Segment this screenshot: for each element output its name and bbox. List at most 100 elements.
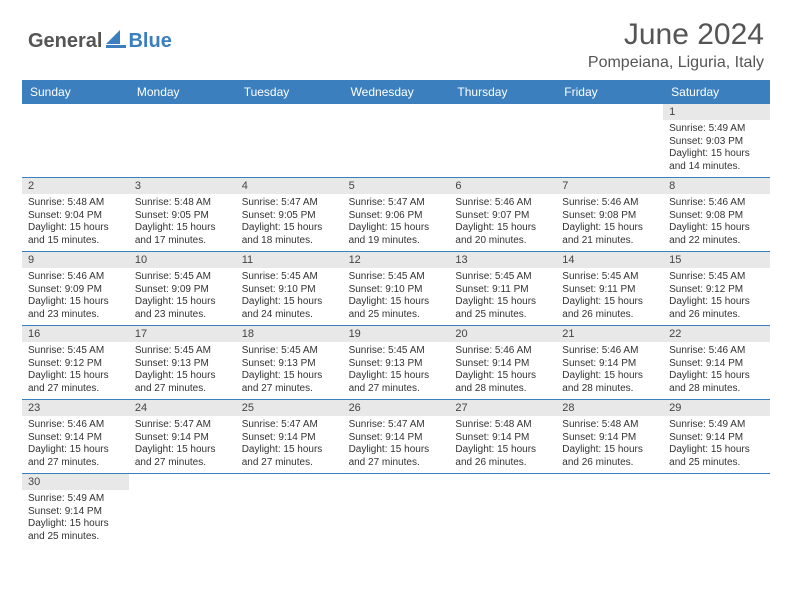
weekday-header-row: SundayMondayTuesdayWednesdayThursdayFrid… — [22, 80, 770, 104]
month-title: June 2024 — [588, 18, 764, 52]
sunrise-line: Sunrise: 5:46 AM — [455, 345, 550, 358]
day-cell: 16Sunrise: 5:45 AMSunset: 9:12 PMDayligh… — [22, 326, 129, 399]
daylight-line-2: and 14 minutes. — [669, 161, 764, 174]
daylight-line-2: and 17 minutes. — [135, 235, 230, 248]
day-cell: 10Sunrise: 5:45 AMSunset: 9:09 PMDayligh… — [129, 252, 236, 325]
daylight-line-2: and 23 minutes. — [135, 309, 230, 322]
daylight-line-1: Daylight: 15 hours — [562, 444, 657, 457]
weekday-header: Tuesday — [236, 80, 343, 104]
week-row: 1Sunrise: 5:49 AMSunset: 9:03 PMDaylight… — [22, 104, 770, 178]
sunset-line: Sunset: 9:07 PM — [455, 210, 550, 223]
brand-part1: General — [28, 30, 102, 53]
sunset-line: Sunset: 9:14 PM — [28, 506, 123, 519]
daylight-line-2: and 25 minutes. — [669, 457, 764, 470]
day-details: Sunrise: 5:47 AMSunset: 9:06 PMDaylight:… — [343, 194, 450, 251]
sunset-line: Sunset: 9:13 PM — [349, 358, 444, 371]
daylight-line-2: and 28 minutes. — [669, 383, 764, 396]
sunset-line: Sunset: 9:08 PM — [562, 210, 657, 223]
daylight-line-1: Daylight: 15 hours — [242, 370, 337, 383]
brand-logo: General Blue — [28, 30, 172, 53]
brand-sail-icon — [106, 30, 126, 53]
day-number: 13 — [449, 252, 556, 268]
sunrise-line: Sunrise: 5:45 AM — [135, 345, 230, 358]
day-number: 14 — [556, 252, 663, 268]
sunset-line: Sunset: 9:14 PM — [669, 358, 764, 371]
sunset-line: Sunset: 9:10 PM — [349, 284, 444, 297]
day-cell: 12 Sunrise: 5:45 AMSunset: 9:10 PMDayligh… — [343, 252, 450, 325]
week-row: 30Sunrise: 5:49 AMSunset: 9:14 PMDayligh… — [22, 474, 770, 547]
day-details: Sunrise: 5:46 AMSunset: 9:08 PMDaylight:… — [556, 194, 663, 251]
header: General Blue June 2024 Pompeiana, Liguri… — [0, 0, 792, 80]
day-cell: 9Sunrise: 5:46 AMSunset: 9:09 PMDaylight… — [22, 252, 129, 325]
day-cell: 8Sunrise: 5:46 AMSunset: 9:08 PMDaylight… — [663, 178, 770, 251]
sunset-line: Sunset: 9:14 PM — [349, 432, 444, 445]
day-details: Sunrise: 5:46 AMSunset: 9:14 PMDaylight:… — [663, 342, 770, 399]
daylight-line-1: Daylight: 15 hours — [562, 296, 657, 309]
daylight-line-1: Daylight: 15 hours — [349, 296, 444, 309]
weekday-header: Friday — [556, 80, 663, 104]
daylight-line-2: and 27 minutes. — [349, 383, 444, 396]
day-cell: 29Sunrise: 5:49 AMSunset: 9:14 PMDayligh… — [663, 400, 770, 473]
day-number: 5 — [343, 178, 450, 194]
sunrise-line: Sunrise: 5:49 AM — [28, 493, 123, 506]
daylight-line-2: and 27 minutes. — [349, 457, 444, 470]
weekday-header: Sunday — [22, 80, 129, 104]
sunset-line: Sunset: 9:14 PM — [135, 432, 230, 445]
daylight-line-1: Daylight: 15 hours — [669, 148, 764, 161]
sunset-line: Sunset: 9:14 PM — [455, 358, 550, 371]
day-number: 1 — [663, 104, 770, 120]
day-number: 12 — [343, 252, 450, 268]
day-cell: 13Sunrise: 5:45 AMSunset: 9:11 PMDayligh… — [449, 252, 556, 325]
day-number: 29 — [663, 400, 770, 416]
day-details: Sunrise: 5:46 AMSunset: 9:14 PMDaylight:… — [449, 342, 556, 399]
day-cell: 1Sunrise: 5:49 AMSunset: 9:03 PMDaylight… — [663, 104, 770, 177]
day-cell: 7Sunrise: 5:46 AMSunset: 9:08 PMDaylight… — [556, 178, 663, 251]
week-row: 23Sunrise: 5:46 AMSunset: 9:14 PMDayligh… — [22, 400, 770, 474]
day-number: 9 — [22, 252, 129, 268]
day-cell: 25Sunrise: 5:47 AMSunset: 9:14 PMDayligh… — [236, 400, 343, 473]
day-details: Sunrise: 5:46 AMSunset: 9:14 PMDaylight:… — [22, 416, 129, 473]
day-details: Sunrise: 5:48 AMSunset: 9:04 PMDaylight:… — [22, 194, 129, 251]
sunrise-line: Sunrise: 5:48 AM — [455, 419, 550, 432]
sunrise-line: Sunrise: 5:47 AM — [135, 419, 230, 432]
day-details: Sunrise: 5:45 AMSunset: 9:09 PMDaylight:… — [129, 268, 236, 325]
sunrise-line: Sunrise: 5:48 AM — [135, 197, 230, 210]
week-row: 16Sunrise: 5:45 AMSunset: 9:12 PMDayligh… — [22, 326, 770, 400]
empty-cell — [236, 474, 343, 547]
sunset-line: Sunset: 9:13 PM — [242, 358, 337, 371]
daylight-line-1: Daylight: 15 hours — [242, 444, 337, 457]
sunset-line: Sunset: 9:14 PM — [669, 432, 764, 445]
sunrise-line: Sunrise: 5:49 AM — [669, 123, 764, 136]
daylight-line-1: Daylight: 15 hours — [669, 222, 764, 235]
daylight-line-1: Daylight: 15 hours — [242, 296, 337, 309]
daylight-line-2: and 28 minutes. — [455, 383, 550, 396]
sunrise-line: Sunrise: 5:45 AM — [349, 271, 444, 284]
day-number: 7 — [556, 178, 663, 194]
day-details: Sunrise: 5:45 AMSunset: 9:13 PMDaylight:… — [343, 342, 450, 399]
sunset-line: Sunset: 9:14 PM — [455, 432, 550, 445]
daylight-line-2: and 20 minutes. — [455, 235, 550, 248]
sunrise-line: Sunrise: 5:48 AM — [562, 419, 657, 432]
day-cell: 28Sunrise: 5:48 AMSunset: 9:14 PMDayligh… — [556, 400, 663, 473]
weekday-header: Monday — [129, 80, 236, 104]
empty-cell — [22, 104, 129, 177]
daylight-line-2: and 27 minutes. — [28, 383, 123, 396]
sunrise-line: Sunrise: 5:47 AM — [242, 419, 337, 432]
weekday-header: Saturday — [663, 80, 770, 104]
daylight-line-2: and 27 minutes. — [242, 383, 337, 396]
sunrise-line: Sunrise: 5:45 AM — [242, 345, 337, 358]
day-number: 27 — [449, 400, 556, 416]
daylight-line-2: and 22 minutes. — [669, 235, 764, 248]
day-cell: 2Sunrise: 5:48 AMSunset: 9:04 PMDaylight… — [22, 178, 129, 251]
day-number: 3 — [129, 178, 236, 194]
day-number: 15 — [663, 252, 770, 268]
day-details: Sunrise: 5:47 AMSunset: 9:14 PMDaylight:… — [236, 416, 343, 473]
day-cell: 24Sunrise: 5:47 AMSunset: 9:14 PMDayligh… — [129, 400, 236, 473]
day-number: 18 — [236, 326, 343, 342]
daylight-line-1: Daylight: 15 hours — [135, 444, 230, 457]
day-cell: 5Sunrise: 5:47 AMSunset: 9:06 PMDaylight… — [343, 178, 450, 251]
sunset-line: Sunset: 9:11 PM — [562, 284, 657, 297]
sunset-line: Sunset: 9:14 PM — [562, 358, 657, 371]
day-details: Sunrise: 5:47 AMSunset: 9:14 PMDaylight:… — [343, 416, 450, 473]
weekday-header: Thursday — [449, 80, 556, 104]
